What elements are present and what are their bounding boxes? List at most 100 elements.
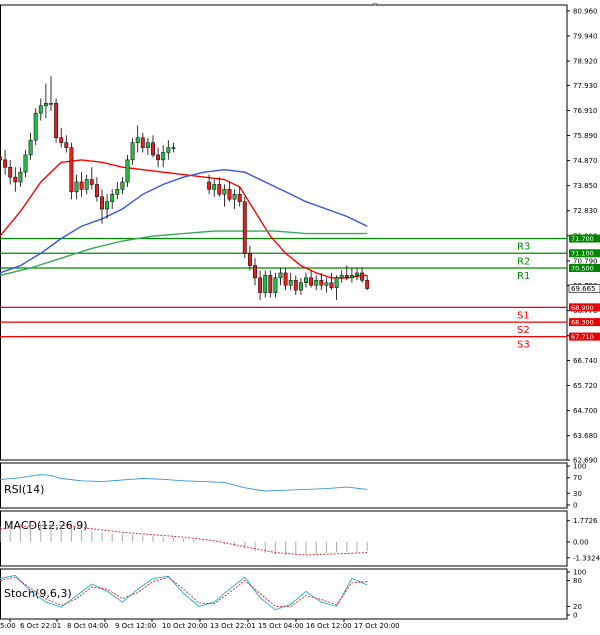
- price-tick-label: 78.920: [573, 58, 598, 66]
- candle-body: [365, 280, 370, 289]
- indicator-series-line: [0, 574, 368, 611]
- pivot-level-tag: [569, 249, 600, 258]
- candle-body: [64, 142, 69, 148]
- candle-body: [28, 139, 33, 156]
- candle-body: [360, 272, 365, 281]
- pivot-level-tag-label: 68.900: [571, 304, 594, 312]
- candle-body: [273, 277, 278, 293]
- candle-body: [84, 179, 89, 190]
- moving-average-line: [0, 168, 368, 274]
- candles: [0, 76, 370, 300]
- pivot-level-tag-label: 68.300: [571, 318, 594, 326]
- price-tick-label: 63.680: [573, 432, 598, 440]
- candle-body: [166, 147, 171, 153]
- candle-body: [355, 272, 359, 276]
- price-tick-label: 77.930: [573, 82, 598, 90]
- candle-body: [140, 137, 145, 148]
- candle-body: [105, 201, 110, 210]
- candle-body: [33, 112, 38, 141]
- pivot-level-label: R2: [517, 256, 530, 267]
- candle-body: [120, 181, 125, 190]
- candle-body: [258, 277, 263, 293]
- indicator-tick-label: 30: [573, 490, 582, 498]
- candle-body: [23, 154, 28, 173]
- candle-body: [242, 201, 247, 254]
- candle-body: [156, 154, 161, 161]
- indicator-panel-frame: [0, 462, 568, 509]
- candle-body: [237, 194, 242, 202]
- candle-body: [110, 194, 115, 202]
- x-tick-label: 10 Oct 20:00: [162, 622, 208, 630]
- main-panel-frame: [0, 4, 568, 461]
- price-tick-label: 74.870: [573, 157, 598, 165]
- axes: 80.960 79.940 78.920 77.930 76.910 75.890 74.8…: [0, 7, 600, 630]
- pivot-level-tag: [569, 318, 600, 327]
- pivot-level-tag: [569, 234, 600, 243]
- candle-body: [314, 280, 319, 286]
- x-tick-label: 6 Oct 22:01: [20, 622, 61, 630]
- candle-body: [145, 142, 150, 148]
- indicator-tick-label: 0: [573, 612, 577, 620]
- candle-body: [43, 103, 48, 107]
- candle-body: [329, 282, 334, 288]
- indicator-tick-label: 0: [573, 502, 577, 510]
- candle-body: [247, 253, 252, 266]
- indicator-tick-label: 100: [573, 463, 586, 471]
- x-tick-label: 15 Oct 04:00: [258, 622, 304, 630]
- candle-body: [339, 275, 344, 279]
- x-tick-label: 9 Oct 12:00: [115, 622, 156, 630]
- candle-body: [125, 159, 130, 183]
- candle-body: [151, 142, 155, 156]
- x-tick-label: 16 Oct 12:00: [306, 622, 352, 630]
- candle-body: [79, 181, 84, 190]
- price-tick-label: 62.690: [573, 457, 598, 465]
- candle-body: [222, 189, 227, 195]
- current-price-tag: [568, 284, 600, 293]
- candle-body: [100, 196, 104, 210]
- candle-body: [18, 171, 23, 183]
- price-tick-label: 65.720: [573, 382, 598, 390]
- candle-body: [0, 157, 2, 161]
- indicator-panel-frame: [0, 568, 568, 620]
- candle-body: [115, 189, 120, 195]
- candle-body: [54, 103, 59, 138]
- candle-body: [349, 275, 354, 279]
- candle-body: [69, 147, 74, 193]
- price-tick-label: 64.700: [573, 407, 598, 415]
- price-tick-label: 76.910: [573, 107, 598, 115]
- pivot-level-tag-label: 67.710: [571, 333, 594, 341]
- candle-body: [288, 280, 293, 286]
- candle-body: [298, 282, 303, 291]
- x-tick-label-partial: 5:00: [0, 622, 16, 630]
- pivot-level-tag: [569, 332, 600, 341]
- pivot-level-tag-label: 70.500: [571, 264, 594, 272]
- price-tick-label: 79.940: [573, 32, 598, 40]
- pivot-level-tag-label: 71.700: [571, 235, 594, 243]
- pivot-levels: R3 R2 R1 S1 S2 S3: [0, 237, 567, 351]
- price-tick-label: 66.740: [573, 357, 598, 365]
- scroll-marker-icon: [372, 3, 378, 6]
- moving-average-line: [0, 230, 368, 277]
- pivot-level-tag: [569, 303, 600, 312]
- candle-body: [89, 179, 94, 185]
- x-tick-label: 13 Oct 22:01: [210, 622, 256, 630]
- indicator-tick-label: 100: [573, 569, 586, 577]
- candle-body: [135, 137, 140, 143]
- candle-body: [38, 105, 43, 114]
- indicator-series-line: [0, 576, 368, 607]
- candle-body: [309, 277, 314, 286]
- indicator-series-line: [0, 524, 368, 556]
- indicator-name: RSI(14): [4, 483, 44, 496]
- pivot-level-label: R3: [517, 242, 530, 253]
- candle-body: [217, 184, 222, 195]
- candle-body: [344, 275, 349, 279]
- candle-body: [171, 147, 176, 149]
- candle-body: [8, 166, 13, 178]
- price-tick-label: 70.790: [573, 257, 598, 265]
- candle-body: [334, 277, 339, 288]
- candle-body: [268, 275, 273, 293]
- candle-body: [227, 189, 232, 200]
